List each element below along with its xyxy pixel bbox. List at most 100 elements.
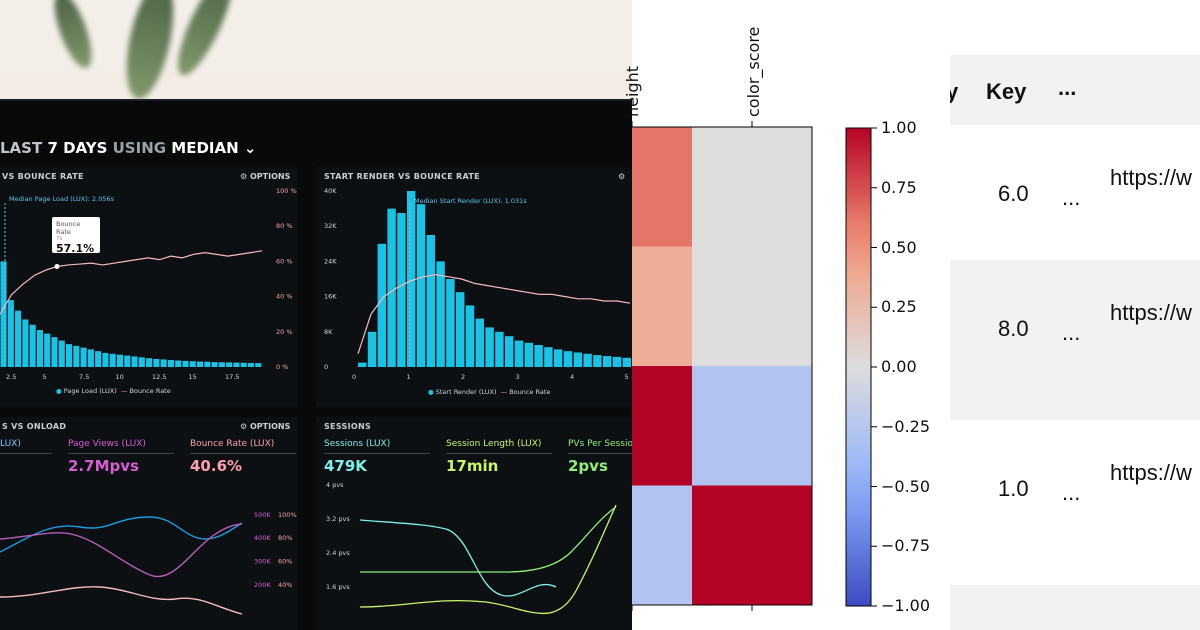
- histogram-bar: [146, 358, 153, 367]
- histogram-bar: [58, 340, 65, 367]
- histogram-bar: [73, 345, 80, 367]
- options-button[interactable]: ⚙ OPTIONS: [240, 422, 290, 431]
- options-label: OPTIONS: [249, 172, 291, 181]
- header-days: 7 DAYS: [47, 139, 108, 157]
- heatmap-cell: [692, 127, 812, 247]
- heatmap-frame: [632, 126, 813, 606]
- gear-icon[interactable]: ⚙: [618, 172, 626, 181]
- heatmap-cell: [632, 246, 692, 366]
- tooltip: Bounce Rate 7s 57.1%: [52, 217, 100, 255]
- y-tick-label: 100%: [278, 511, 297, 519]
- options-button[interactable]: ⚙ OPTIONS: [240, 172, 290, 181]
- correlation-heatmap-figure: height color_score: [623, 0, 950, 630]
- heatmap-cell: [632, 127, 692, 247]
- plant-leaf-decoration: [168, 0, 242, 82]
- x-tick-label: 1: [407, 373, 411, 381]
- histogram-bar: [514, 340, 524, 367]
- monitor-screen: LAST 7 DAYS USING MEDIAN ⌄ VS BOUNCE RAT…: [0, 99, 632, 630]
- histogram-bar: [524, 342, 533, 367]
- y-tick-label: 20 %: [276, 328, 293, 336]
- histogram-bar: [240, 362, 247, 367]
- sessions-chart: 4 pvs 3.2 pvs 2.4 pvs 1.6 pvs: [326, 481, 617, 614]
- histogram-bar: [22, 319, 29, 367]
- colorbar-tick-label: 0.50: [881, 237, 917, 257]
- histogram-bar: [15, 310, 22, 367]
- cell-url[interactable]: https://w: [1110, 165, 1192, 190]
- histogram-bar: [204, 361, 211, 367]
- histogram-bar: [426, 235, 435, 367]
- x-tick-label: 5: [43, 373, 47, 381]
- histogram-bar: [138, 357, 145, 367]
- colorbar-tick-label: −0.75: [881, 536, 931, 556]
- y-tick-label: 40K: [324, 187, 337, 195]
- dashboard-header[interactable]: LAST 7 DAYS USING MEDIAN ⌄: [0, 139, 256, 157]
- x-tick-label: 7.5: [79, 373, 89, 381]
- table-row: ᵎ8.0...https://w: [950, 260, 1200, 420]
- onload-chart: 500K 400K 300K 200K 100% 80% 60% 40%: [0, 511, 297, 615]
- histogram-bar: [573, 352, 582, 367]
- colorbar-tick-label: 0.00: [881, 357, 917, 376]
- header-using: USING: [112, 139, 167, 157]
- legend-item: Bounce Rate: [129, 387, 171, 395]
- legend-line-icon: —: [500, 388, 508, 396]
- start-render-panel: START RENDER VS BOUNCE RATE ⚙ 40K 32K 24K 1…: [316, 167, 632, 407]
- histogram-bar: [87, 349, 94, 367]
- y-tick-label: 40 %: [276, 293, 293, 301]
- column-header-cutoff: y: [950, 79, 959, 104]
- histogram-bar: [255, 363, 262, 367]
- histogram-bar: [116, 354, 124, 367]
- histogram-bar: [197, 361, 204, 367]
- metric-value: 2pvs: [568, 457, 608, 475]
- table-row: ᵎ6.0...https://w: [950, 125, 1200, 260]
- cell-url[interactable]: https://w: [1110, 300, 1192, 325]
- y-tick-label: 80 %: [276, 222, 293, 230]
- tooltip-title: Bounce Rate: [56, 220, 81, 236]
- column-header-more[interactable]: ...: [1058, 75, 1077, 100]
- histogram-bar: [446, 279, 455, 367]
- panel-title: SESSIONS: [324, 422, 372, 431]
- histogram-bar: [622, 357, 631, 367]
- table-row: [950, 585, 1200, 630]
- colorbar-tick-label: 0.25: [881, 297, 917, 317]
- x-tick-label: 17.5: [225, 373, 239, 381]
- onload-panel: S VS ONLOAD ⚙ OPTIONS LUX) Page Views (LU…: [0, 417, 298, 630]
- histogram-bar: [218, 362, 225, 367]
- sessions-panel: SESSIONS Sessions (LUX) 479K Session Lengt…: [316, 417, 632, 630]
- histogram-bar: [485, 327, 494, 367]
- tooltip-sub: 7s: [56, 236, 63, 242]
- histogram-bar: [456, 292, 465, 367]
- x-tick-label: 3: [516, 373, 520, 381]
- metric-value: 2.7Mpvs: [68, 457, 139, 475]
- y-tick-label: 80%: [278, 534, 292, 542]
- legend-line-icon: —: [120, 387, 128, 395]
- cell-more: ...: [1062, 185, 1081, 210]
- cell-url[interactable]: https://w: [1110, 460, 1192, 485]
- histogram-bar: [358, 362, 367, 367]
- histogram-bar: [583, 353, 592, 367]
- tooltip-value: 57.1%: [56, 242, 95, 255]
- column-header-key[interactable]: Key: [986, 79, 1027, 104]
- metric-label: Page Views (LUX): [68, 439, 146, 449]
- options-label: OPTIONS: [249, 422, 291, 431]
- hover-point: [54, 264, 60, 270]
- histogram-bar: [153, 358, 160, 367]
- legend-item: Page Load (LUX): [63, 387, 117, 395]
- histogram-bar: [367, 331, 377, 367]
- legend-item: Bounce Rate: [509, 388, 551, 396]
- x-tick-label: 2: [461, 373, 465, 381]
- x-tick-label: 5: [625, 373, 629, 381]
- metric-divider: [568, 453, 632, 454]
- heatmap-chart: [632, 121, 877, 611]
- y-tick-label: 0: [324, 363, 328, 371]
- histogram-bar: [131, 356, 138, 367]
- metric-label: Sessions (LUX): [324, 439, 391, 449]
- chevron-down-icon: ⌄: [243, 139, 257, 157]
- metric-divider: [0, 453, 52, 454]
- histogram-bar: [175, 360, 182, 367]
- metric-divider: [324, 453, 430, 454]
- y-tick-label: 100 %: [276, 187, 297, 195]
- heatmap-cell: [692, 485, 812, 605]
- metric-value: 479K: [324, 457, 367, 475]
- metric-divider: [190, 453, 296, 454]
- histogram-bar: [0, 261, 7, 367]
